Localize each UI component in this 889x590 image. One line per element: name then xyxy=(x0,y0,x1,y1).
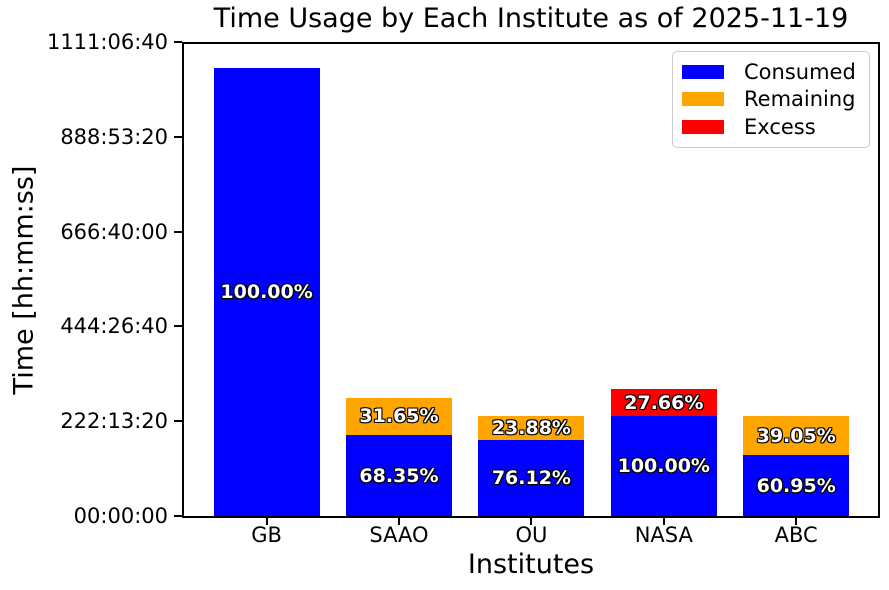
y-tick-mark xyxy=(174,515,182,517)
legend-swatch xyxy=(682,92,724,107)
x-tick-label: SAAO xyxy=(369,523,429,547)
legend-swatch xyxy=(682,64,724,79)
bar-segment-label: 23.88% xyxy=(491,417,571,440)
legend-item: Excess xyxy=(673,115,869,139)
legend-item: Consumed xyxy=(673,60,869,84)
y-tick-label: 222:13:20 xyxy=(60,409,168,434)
bar-segment-label: 100.00% xyxy=(220,281,313,304)
bar-segment-label: 31.65% xyxy=(359,405,439,428)
bar-segment xyxy=(743,416,850,456)
legend-swatch xyxy=(682,120,724,135)
bar-segment xyxy=(743,455,850,516)
bar-segment-label: 60.95% xyxy=(756,474,836,497)
chart-title: Time Usage by Each Institute as of 2025-… xyxy=(213,3,849,34)
bar-segment xyxy=(346,435,452,516)
x-tick-mark xyxy=(398,518,400,525)
x-tick-mark xyxy=(530,518,533,525)
bar-segment-label: 100.00% xyxy=(617,455,710,478)
y-tick-mark xyxy=(174,420,182,423)
x-tick-label: GB xyxy=(251,523,282,547)
bar-segment xyxy=(610,388,717,417)
x-tick-mark xyxy=(795,518,798,525)
legend-item-label: Remaining xyxy=(744,87,856,112)
y-tick-label: 666:40:00 xyxy=(60,219,168,244)
bar-segment xyxy=(610,416,717,516)
x-axis-label: Institutes xyxy=(467,549,595,580)
y-tick-label: 00:00:00 xyxy=(73,504,168,528)
bar-segment-label: 39.05% xyxy=(756,424,836,447)
y-tick-label: 888:53:20 xyxy=(60,124,168,149)
x-tick-mark xyxy=(662,518,665,525)
legend-item-label: Excess xyxy=(744,115,816,140)
y-tick-mark xyxy=(174,135,182,138)
x-tick-label: OU xyxy=(515,523,548,547)
y-tick-mark xyxy=(174,230,182,233)
bar-segment xyxy=(478,440,585,516)
legend-item-label: Consumed xyxy=(744,59,856,84)
x-tick-mark xyxy=(265,518,268,525)
x-tick-label: NASA xyxy=(634,523,693,547)
legend: Consumed Remaining Excess xyxy=(672,51,870,148)
y-tick-mark xyxy=(174,41,182,43)
bar-segment xyxy=(478,416,585,441)
bar-segment xyxy=(213,68,320,516)
y-tick-label: 1111:06:40 xyxy=(46,30,168,54)
bar-segment-label: 68.35% xyxy=(359,464,439,487)
y-tick-label: 444:26:40 xyxy=(60,314,168,339)
bar-segment-label: 27.66% xyxy=(624,391,704,414)
x-tick-label: ABC xyxy=(774,523,818,547)
bar-segment xyxy=(346,397,452,435)
y-axis-label: Time [hh:mm:ss] xyxy=(8,165,40,395)
legend-item: Remaining xyxy=(673,87,869,111)
bar-segment-label: 76.12% xyxy=(491,467,571,490)
y-tick-mark xyxy=(174,325,182,328)
